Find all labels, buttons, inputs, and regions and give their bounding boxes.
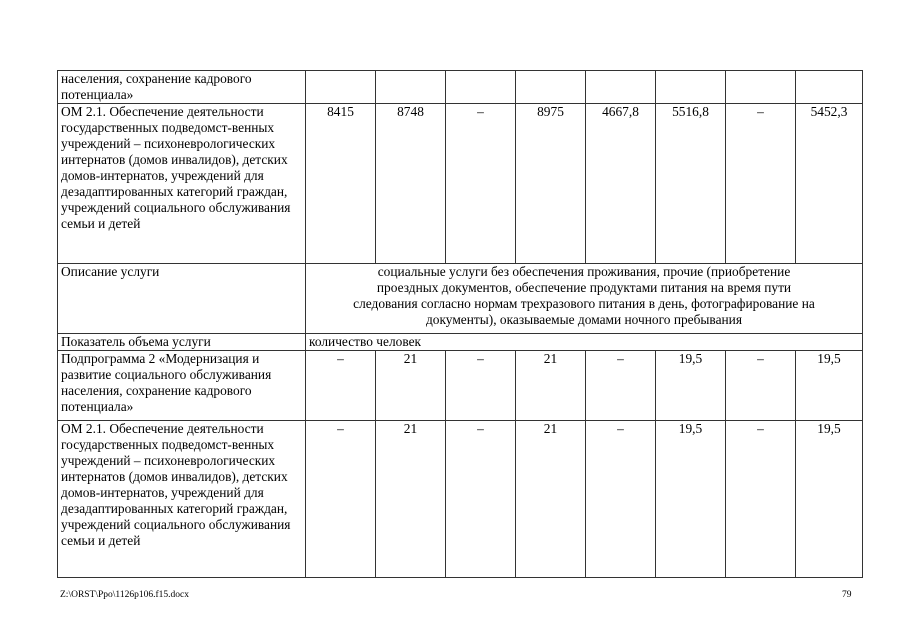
- table-row: Показатель объема услуги количество челов…: [57, 333, 863, 351]
- value-cell: 21: [515, 350, 586, 421]
- value-cell: 19,5: [795, 420, 863, 578]
- value-cell: 5516,8: [655, 103, 726, 264]
- table-row: Описание услуги социальные услуги без обе…: [57, 263, 863, 334]
- value-cell: –: [305, 420, 376, 578]
- value-cell: 4667,8: [585, 103, 656, 264]
- table-row: ОМ 2.1. Обеспечение деятельности государ…: [57, 103, 863, 264]
- value-cell: 19,5: [795, 350, 863, 421]
- page-number: 79: [842, 590, 852, 600]
- table-row: населения, сохранение кадрового потенциа…: [57, 70, 863, 104]
- value-cell: 5452,3: [795, 103, 863, 264]
- value-cell: 8415: [305, 103, 376, 264]
- value-cell: –: [585, 420, 656, 578]
- value-cell: [585, 70, 656, 104]
- value-cell: 21: [375, 420, 446, 578]
- value-cell: –: [725, 103, 796, 264]
- value-cell: –: [445, 103, 516, 264]
- value-cell: [515, 70, 586, 104]
- value-cell: –: [305, 350, 376, 421]
- table-row: ОМ 2.1. Обеспечение деятельности государ…: [57, 420, 863, 578]
- value-cell: –: [725, 420, 796, 578]
- row-label: населения, сохранение кадрового потенциа…: [57, 70, 306, 104]
- row-label: Описание услуги: [57, 263, 306, 334]
- value-cell: [795, 70, 863, 104]
- footer-file-path: Z:\ORST\Ppo\1126p106.f15.docx: [60, 590, 189, 600]
- value-cell: 8748: [375, 103, 446, 264]
- service-description: социальные услуги без обеспечения прожив…: [305, 263, 863, 334]
- value-cell: –: [445, 420, 516, 578]
- value-cell: [445, 70, 516, 104]
- row-label: ОМ 2.1. Обеспечение деятельности государ…: [57, 103, 306, 264]
- data-table: населения, сохранение кадрового потенциа…: [57, 70, 863, 578]
- value-cell: –: [725, 350, 796, 421]
- row-label: Показатель объема услуги: [57, 333, 306, 351]
- table-row: Подпрограмма 2 «Модернизация и развитие …: [57, 350, 863, 421]
- value-cell: [655, 70, 726, 104]
- value-cell: –: [445, 350, 516, 421]
- row-label: ОМ 2.1. Обеспечение деятельности государ…: [57, 420, 306, 578]
- value-cell: [375, 70, 446, 104]
- value-cell: 19,5: [655, 350, 726, 421]
- value-cell: 19,5: [655, 420, 726, 578]
- value-cell: [725, 70, 796, 104]
- value-cell: [305, 70, 376, 104]
- value-cell: 21: [375, 350, 446, 421]
- row-label: Подпрограмма 2 «Модернизация и развитие …: [57, 350, 306, 421]
- value-cell: –: [585, 350, 656, 421]
- value-cell: 21: [515, 420, 586, 578]
- volume-indicator: количество человек: [305, 333, 863, 351]
- value-cell: 8975: [515, 103, 586, 264]
